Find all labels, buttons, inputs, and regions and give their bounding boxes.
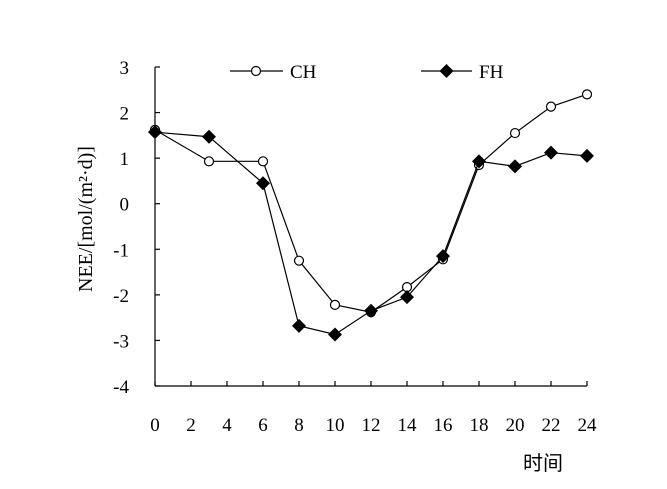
x-tick-label: 20: [506, 415, 525, 436]
series-line-ch: [154, 93, 588, 313]
series-layer: [148, 89, 594, 342]
series-ch: [149, 89, 593, 318]
x-tick-label: 8: [294, 415, 304, 436]
x-axis-title: 时间: [523, 452, 563, 475]
y-tick-label: -3: [113, 331, 129, 352]
y-tick-label: -2: [113, 286, 129, 307]
y-tick-label: -1: [113, 240, 129, 261]
legend-marker-ch: [250, 65, 262, 77]
x-tick-label: 24: [578, 415, 598, 436]
x-tick-label: 10: [326, 415, 345, 436]
data-point-fh: [508, 159, 522, 174]
legend-marker-fh: [439, 64, 454, 78]
series-fh: [148, 125, 594, 342]
data-point-fh: [364, 303, 378, 318]
data-point-fh: [148, 125, 162, 140]
axes: [154, 66, 588, 387]
data-point-fh: [400, 290, 414, 305]
x-tick-labels: 0 2 4 6 8 10 12 14 16 18 20 22 24: [150, 415, 597, 436]
data-point-fh: [544, 145, 558, 160]
data-point-fh: [256, 176, 270, 191]
y-tick-label: -4: [113, 377, 129, 398]
y-tick-label: 3: [120, 58, 130, 79]
y-tick-label: 1: [120, 149, 130, 170]
data-point-ch: [293, 255, 305, 266]
data-point-ch: [203, 156, 215, 167]
data-point-ch: [509, 127, 521, 139]
data-point-fh: [580, 148, 594, 163]
data-point-ch: [329, 299, 341, 310]
x-tick-label: 0: [150, 415, 160, 436]
y-tick-labels: 3 2 1 0 -1 -2 -3 -4: [113, 58, 129, 398]
data-point-fh: [436, 249, 450, 264]
data-point-fh: [292, 318, 306, 333]
x-tick-label: 14: [398, 415, 418, 436]
series-line-fh: [154, 131, 588, 336]
legend-item-ch: CH: [230, 62, 317, 83]
x-tick-label: 12: [362, 415, 381, 436]
x-tick-label: 4: [222, 415, 232, 436]
data-point-fh: [328, 327, 342, 342]
x-tick-label: 6: [258, 415, 268, 436]
x-tick-label: 22: [542, 415, 561, 436]
x-tick-label: 18: [470, 415, 489, 436]
data-point-fh: [472, 154, 486, 169]
y-tick-label: 2: [120, 104, 130, 125]
data-point-ch: [581, 89, 593, 100]
data-point-ch: [257, 156, 269, 167]
legend-label-fh: FH: [479, 62, 504, 83]
x-tick-label: 16: [434, 415, 453, 436]
y-tick-label: 0: [120, 195, 130, 216]
legend: CH FH: [230, 62, 504, 83]
y-axis-title: NEE/[mol/(m²·d)]: [75, 146, 97, 292]
legend-item-fh: FH: [421, 62, 504, 83]
legend-label-ch: CH: [290, 62, 317, 83]
data-point-ch: [545, 101, 557, 112]
data-point-fh: [202, 129, 216, 144]
x-tick-label: 2: [186, 415, 196, 436]
